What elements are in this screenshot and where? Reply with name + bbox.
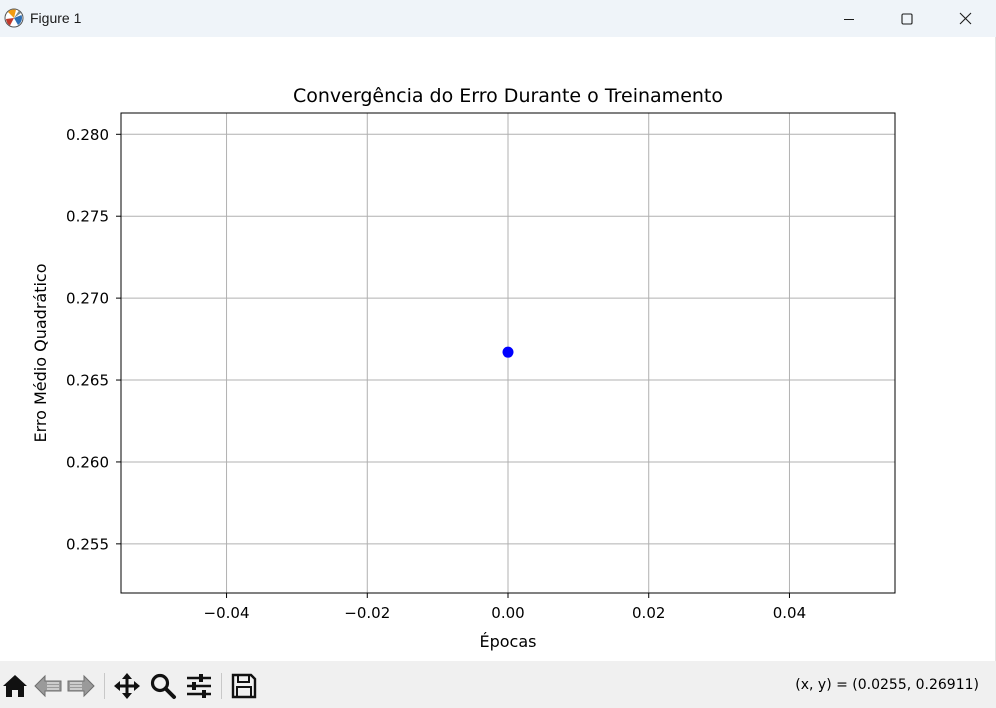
close-button[interactable]	[936, 0, 994, 37]
x-axis-label: Épocas	[480, 632, 537, 651]
grid-layer	[121, 113, 895, 593]
y-tick-label: 0.270	[66, 290, 109, 308]
configure-subplots-button[interactable]	[184, 671, 214, 701]
y-axis-label: Erro Médio Quadrático	[31, 263, 50, 442]
matplotlib-app-icon	[4, 8, 24, 28]
tick-layer: −0.04 −0.02 0.00 0.02 0.04 0.255 0.260 0.265 0.2…	[66, 126, 806, 622]
chart-title: Convergência do Erro Durante o Treinamen…	[293, 85, 723, 107]
x-tick-label: −0.02	[344, 604, 390, 622]
data-point	[502, 346, 514, 358]
figure-canvas[interactable]: −0.04 −0.02 0.00 0.02 0.04 0.255 0.260 0.265 0.2…	[0, 37, 996, 661]
minimize-button[interactable]	[820, 0, 878, 37]
close-icon	[959, 12, 971, 25]
save-button[interactable]	[229, 671, 259, 701]
toolbar-separator	[104, 673, 105, 699]
pan-button[interactable]	[112, 671, 142, 701]
window-title: Figure 1	[30, 10, 82, 26]
y-tick-label: 0.265	[66, 372, 109, 390]
x-tick-label: −0.04	[204, 604, 250, 622]
y-tick-label: 0.255	[66, 535, 109, 553]
data-layer	[502, 346, 514, 358]
forward-arrow-icon	[67, 674, 95, 698]
chart: −0.04 −0.02 0.00 0.02 0.04 0.255 0.260 0.265 0.2…	[31, 85, 896, 651]
x-tick-label: 0.02	[632, 604, 665, 622]
back-button[interactable]	[33, 671, 63, 701]
maximize-button[interactable]	[878, 0, 936, 37]
maximize-icon	[901, 12, 913, 25]
x-tick-label: 0.00	[491, 604, 524, 622]
zoom-button[interactable]	[148, 671, 178, 701]
navigation-toolbar: (x, y) = (0.0255, 0.26911)	[0, 661, 996, 708]
zoom-magnifier-icon	[150, 673, 176, 699]
back-arrow-icon	[34, 674, 62, 698]
y-tick-label: 0.260	[66, 453, 109, 471]
home-button[interactable]	[0, 671, 30, 701]
cursor-coordinates: (x, y) = (0.0255, 0.26911)	[795, 677, 979, 693]
configure-subplots-icon	[187, 674, 211, 698]
y-tick-label: 0.280	[66, 126, 109, 144]
home-icon	[3, 675, 27, 697]
toolbar-separator	[221, 673, 222, 699]
window-title-bar: Figure 1	[0, 0, 996, 37]
x-tick-label: 0.04	[773, 604, 806, 622]
y-tick-label: 0.275	[66, 208, 109, 226]
save-disk-icon	[231, 673, 257, 699]
minimize-icon	[844, 18, 854, 20]
forward-button[interactable]	[66, 671, 96, 701]
pan-move-icon	[114, 673, 140, 699]
